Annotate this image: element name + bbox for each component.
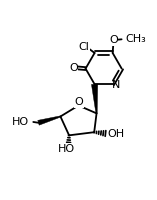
Text: O: O bbox=[109, 35, 118, 45]
Text: Cl: Cl bbox=[79, 42, 89, 52]
Text: O: O bbox=[69, 63, 78, 73]
Text: HO: HO bbox=[58, 144, 75, 154]
Polygon shape bbox=[92, 84, 98, 113]
Text: HO: HO bbox=[12, 117, 29, 127]
Text: O: O bbox=[74, 97, 83, 107]
Text: N: N bbox=[112, 80, 120, 90]
Text: CH₃: CH₃ bbox=[126, 34, 146, 44]
Polygon shape bbox=[38, 116, 61, 125]
Text: OH: OH bbox=[107, 129, 125, 139]
